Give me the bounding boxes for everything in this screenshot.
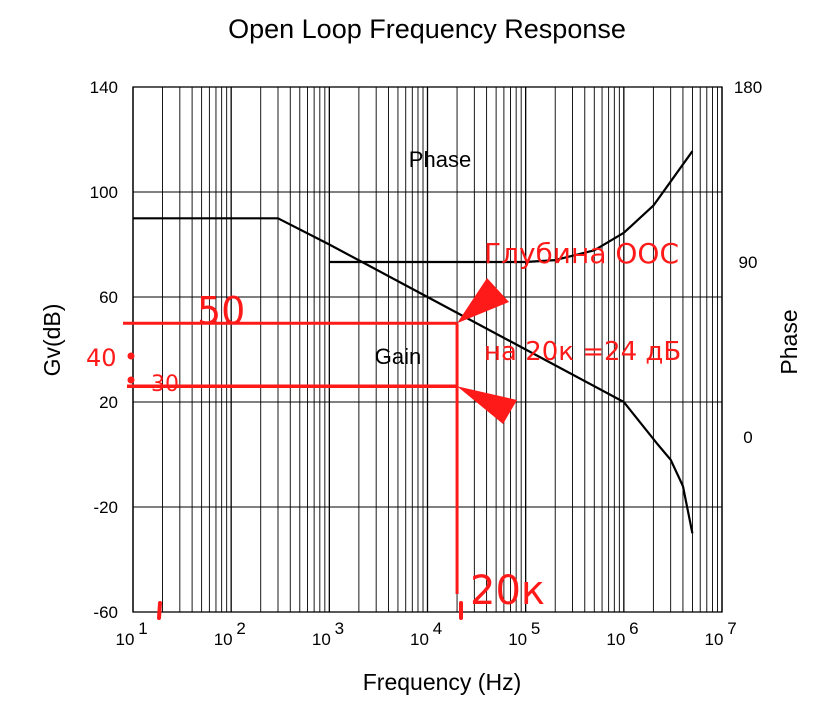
x-tick-exponent: 4 (433, 619, 442, 638)
x-tick-label: 10 (312, 630, 331, 649)
anno-40: 40 (86, 344, 117, 372)
x-tick-label: 10 (508, 630, 527, 649)
dot-30 (127, 376, 135, 384)
annotation-layer: 50 40 30 Глубина ООС на 20к =24 дБ 20к (86, 237, 681, 620)
y-axis-label: Gv(dB) (39, 304, 65, 377)
y-tick-label: 20 (99, 393, 118, 412)
plot-frame (132, 86, 723, 613)
x-tick-label: 10 (116, 630, 135, 649)
x-axis-label: Frequency (Hz) (363, 669, 521, 695)
y2-tick-label: 180 (734, 78, 762, 97)
grid (132, 86, 723, 613)
x-tick-exponent: 5 (531, 619, 540, 638)
y-tick-label: 140 (90, 78, 118, 97)
x-tick-exponent: 1 (138, 619, 147, 638)
phase-series-label: Phase (409, 147, 471, 172)
arrow-down-head (457, 386, 518, 424)
x-tick-label: 10 (410, 630, 429, 649)
x-tick-exponent: 6 (629, 619, 638, 638)
label-layer: Open Loop Frequency Response Frequency (… (39, 14, 802, 695)
x-tick-exponent: 3 (335, 619, 344, 638)
x-tick-label: 10 (214, 630, 233, 649)
anno-depth-line2: на 20к =24 дБ (484, 337, 681, 367)
y2-axis-label: Phase (776, 309, 802, 374)
x-tick-exponent: 7 (727, 619, 736, 638)
anno-30: 30 (151, 372, 179, 397)
arrow-up-head (457, 278, 510, 324)
y2-tick-label: 90 (739, 253, 758, 272)
y-tick-label: 100 (90, 183, 118, 202)
tick-mark-10 (157, 601, 162, 620)
x-tick-label: 10 (705, 630, 724, 649)
x-tick-label: 10 (606, 630, 625, 649)
chart-title: Open Loop Frequency Response (228, 14, 626, 44)
anno-50: 50 (197, 289, 245, 333)
y2-tick-label: 0 (743, 428, 752, 447)
x-tick-exponent: 2 (236, 619, 245, 638)
gain-series-line (133, 217, 694, 534)
y-tick-label: -20 (93, 498, 118, 517)
gain-series-label: Gain (375, 344, 421, 369)
phase-series-line (329, 150, 694, 264)
y-tick-label: -60 (93, 603, 118, 622)
dot-40 (127, 352, 135, 360)
anno-20k: 20к (470, 568, 545, 614)
series-layer (133, 150, 694, 534)
y-tick-label: 60 (99, 288, 118, 307)
anno-depth-line1: Глубина ООС (484, 237, 679, 270)
